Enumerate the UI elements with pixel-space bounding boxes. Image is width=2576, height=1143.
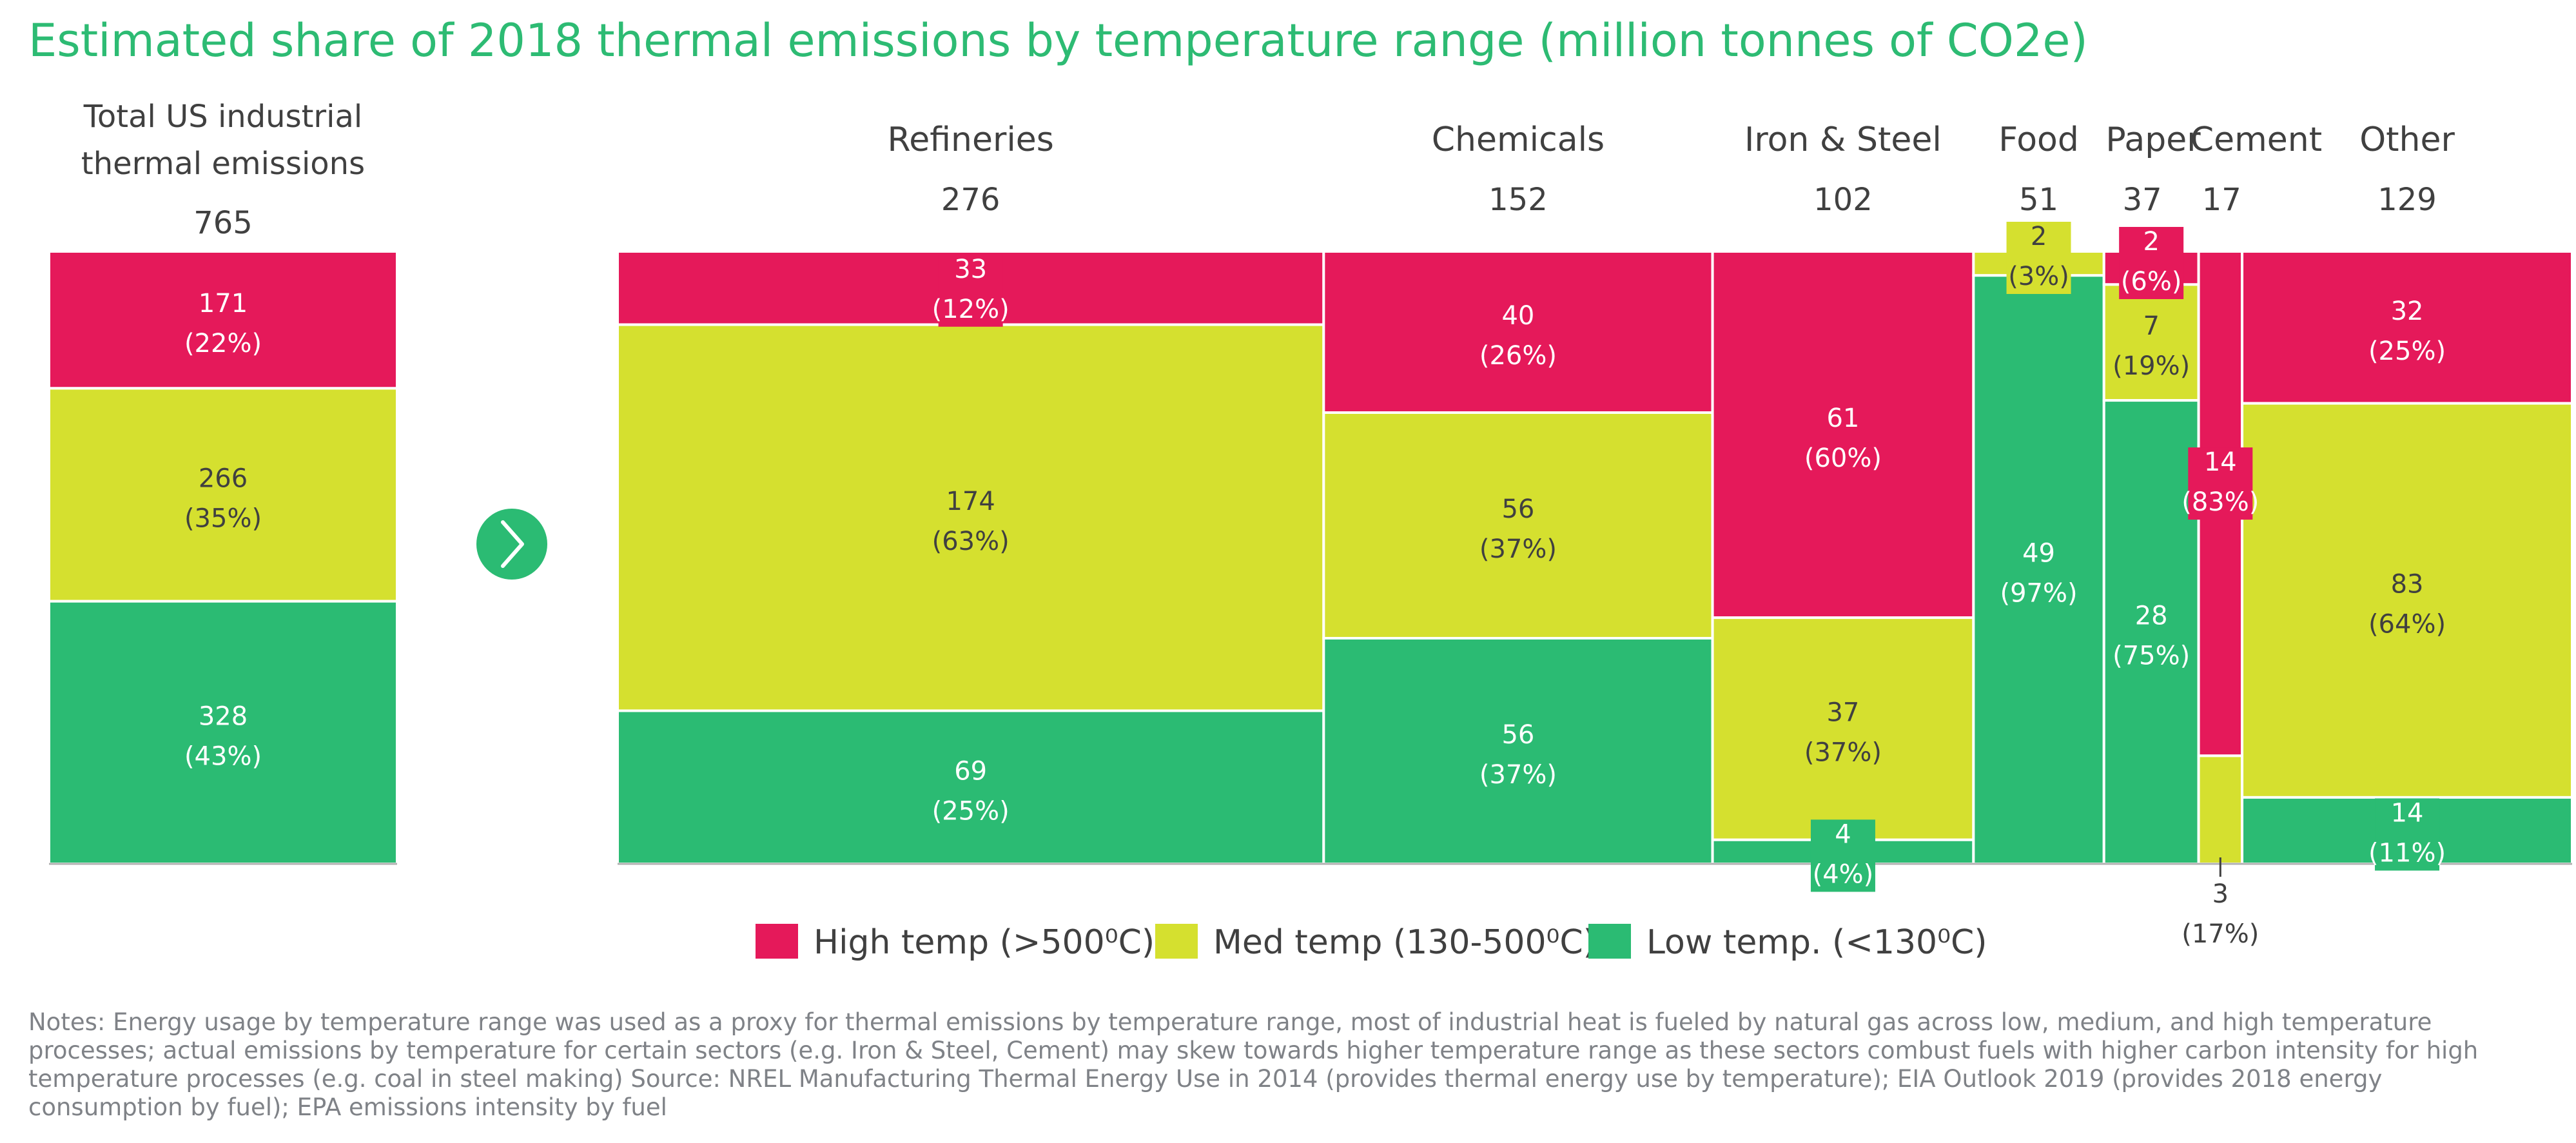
label-refineries-low-pct: (25%) <box>932 796 1010 826</box>
label-refineries-med-pct: (63%) <box>932 527 1010 556</box>
label-other-low-pct: (11%) <box>2368 838 2446 868</box>
segment-cement-med <box>2197 754 2244 865</box>
sector-total-refineries: 276 <box>941 182 1000 218</box>
label-other-high-pct: (25%) <box>2368 337 2446 366</box>
label-food-med-pct: (3%) <box>2008 262 2069 291</box>
total-high-pct: (22%) <box>184 329 262 358</box>
notes-text: Notes: Energy usage by temperature range… <box>28 1008 2479 1121</box>
segment-refineries-low <box>616 709 1325 865</box>
label-iron-steel-med-pct: (37%) <box>1804 738 1882 767</box>
segment-iron-steel-high <box>1711 250 1975 620</box>
label-iron-steel-low-badge <box>1810 819 1875 892</box>
segment-food-low <box>1972 274 2105 866</box>
legend-label-med: Med temp (130-500⁰C) <box>1213 923 1596 962</box>
total-med-value: 266 <box>199 464 248 494</box>
segment-iron-steel-med <box>1711 616 1975 841</box>
sector-name-iron-steel: Iron & Steel <box>1744 121 1942 159</box>
legend-label-high: High temp (>500⁰C) <box>814 923 1155 962</box>
segment-other-med <box>2241 402 2573 799</box>
total-low-segment <box>48 600 398 865</box>
segment-paper-low <box>2102 399 2200 865</box>
label-other-med-pct: (64%) <box>2368 609 2446 639</box>
segment-chemicals-high <box>1322 250 1714 414</box>
segment-chemicals-low <box>1322 637 1714 865</box>
label-paper-med-value: 7 <box>2143 311 2159 341</box>
sector-name-other: Other <box>2359 121 2455 159</box>
label-cement-med-value: 3 <box>2212 879 2229 909</box>
label-other-med-value: 83 <box>2391 569 2424 599</box>
label-chemicals-med-pct: (37%) <box>1479 534 1557 564</box>
label-refineries-high-pct: (12%) <box>932 295 1010 324</box>
label-cement-med-pct: (17%) <box>2181 919 2259 949</box>
label-other-low-badge <box>2375 798 2440 871</box>
label-chemicals-high-value: 40 <box>1501 301 1534 331</box>
label-iron-steel-low-pct: (4%) <box>1813 859 1874 889</box>
chart-title: Estimated share of 2018 thermal emission… <box>28 14 2088 67</box>
label-food-low-value: 49 <box>2022 539 2055 569</box>
segment-paper-med <box>2102 283 2200 402</box>
legend-swatch-high <box>756 924 798 959</box>
sector-total-food: 51 <box>2019 182 2058 218</box>
arrow-icon <box>476 509 547 580</box>
total-med-segment <box>48 387 398 603</box>
sector-total-chemicals: 152 <box>1488 182 1548 218</box>
legend-swatch-low <box>1588 924 1631 959</box>
total-value-label: 765 <box>193 205 253 241</box>
label-other-high-value: 32 <box>2391 297 2424 326</box>
segment-chemicals-med <box>1322 411 1714 640</box>
label-chemicals-med-value: 56 <box>1501 494 1534 524</box>
total-low-value: 328 <box>199 701 248 731</box>
label-food-low-pct: (97%) <box>2000 579 2077 609</box>
sector-name-cement: Cement <box>2191 121 2322 159</box>
label-iron-steel-high-value: 61 <box>1826 404 1859 433</box>
label-food-med-badge <box>2006 222 2071 294</box>
sector-total-paper: 37 <box>2123 182 2162 218</box>
sector-name-chemicals: Chemicals <box>1432 121 1605 159</box>
marimekko-chart: Total US industrial thermal emissions 765 1… <box>48 99 2573 962</box>
sector-name-refineries: Refineries <box>887 121 1053 159</box>
label-refineries-high-value: 33 <box>954 255 987 284</box>
label-cement-high-pct: (83%) <box>2181 487 2259 517</box>
label-paper-low-pct: (75%) <box>2113 641 2190 671</box>
total-high-value: 171 <box>199 289 248 318</box>
label-iron-steel-med-value: 37 <box>1826 698 1859 727</box>
segment-other-high <box>2241 250 2573 405</box>
label-iron-steel-low-value: 4 <box>1835 819 1851 849</box>
sector-name-food: Food <box>1998 121 2079 159</box>
label-cement-high-value: 14 <box>2204 447 2237 477</box>
label-chemicals-high-pct: (26%) <box>1479 341 1557 371</box>
sector-total-iron-steel: 102 <box>1813 182 1873 218</box>
label-paper-med-pct: (19%) <box>2113 351 2190 381</box>
label-other-low-value: 14 <box>2391 798 2424 828</box>
label-paper-high-pct: (6%) <box>2121 267 2182 297</box>
label-refineries-low-value: 69 <box>954 756 987 786</box>
legend-label-low: Low temp. (<130⁰C) <box>1646 923 1987 962</box>
total-low-pct: (43%) <box>184 741 262 771</box>
label-refineries-med-value: 174 <box>946 487 995 516</box>
label-cement-high-badge <box>2188 447 2253 520</box>
segment-refineries-med <box>616 323 1325 712</box>
legend-swatch-med <box>1155 924 1198 959</box>
label-chemicals-low-value: 56 <box>1501 720 1534 750</box>
label-paper-low-value: 28 <box>2135 601 2168 631</box>
total-high-segment <box>48 250 398 390</box>
total-med-pct: (35%) <box>184 504 262 534</box>
sector-total-other: 129 <box>2377 182 2437 218</box>
label-food-med-value: 2 <box>2031 222 2047 251</box>
sector-name-paper: Paper <box>2105 121 2201 159</box>
total-label-line2: thermal emissions <box>81 146 365 182</box>
label-refineries-high-badge <box>938 254 1003 327</box>
sector-total-cement: 17 <box>2202 182 2241 218</box>
label-paper-high-value: 2 <box>2143 227 2159 257</box>
label-iron-steel-high-pct: (60%) <box>1804 444 1882 473</box>
total-label-line1: Total US industrial <box>83 99 363 135</box>
label-chemicals-low-pct: (37%) <box>1479 760 1557 790</box>
label-paper-high-badge <box>2119 227 2184 299</box>
